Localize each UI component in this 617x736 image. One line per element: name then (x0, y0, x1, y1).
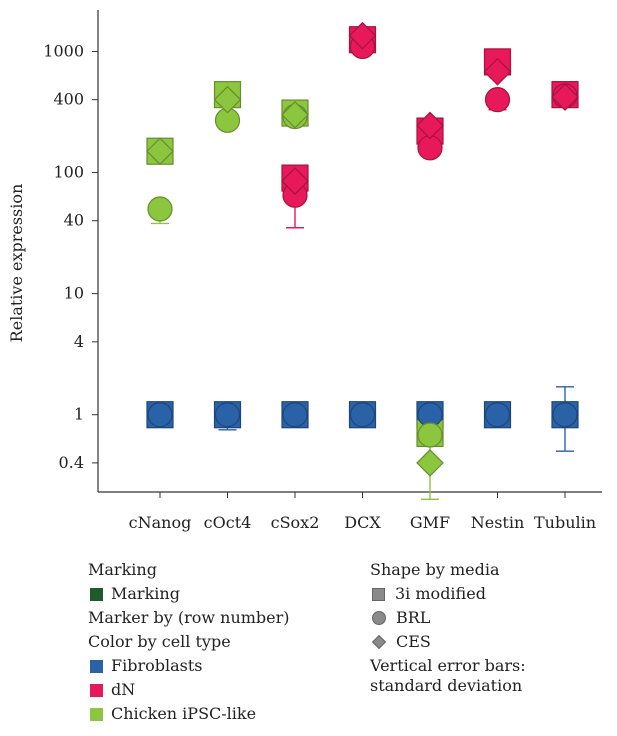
legend-color-title: Color by cell type (88, 632, 231, 651)
x-tick-label: Nestin (471, 513, 525, 532)
chicken-ipsc-like-diamond-point (281, 100, 309, 129)
chicken-ipsc-like-circle-point (147, 196, 173, 222)
chicken-ipsc-like-circle-point (417, 422, 443, 448)
dn-diamond-point (348, 21, 377, 50)
dn-diamond-point (416, 111, 444, 140)
dn-circle-point (484, 87, 511, 113)
dn-diamond-point (483, 57, 512, 86)
legend-shape-item-ces[interactable]: CES (370, 630, 526, 654)
legend-shape-item-brl[interactable]: BRL (370, 606, 526, 630)
square-shape-icon (372, 587, 385, 601)
legend-color-item-ipsc[interactable]: Chicken iPSC-like (88, 702, 290, 726)
x-tick-label: DCX (344, 513, 381, 532)
fibroblasts-circle-point (214, 402, 241, 428)
dn-diamond-point (551, 83, 579, 111)
x-tick-label: cSox2 (271, 513, 320, 532)
legend-right: Shape by media 3i modified BRL CES Verti… (370, 558, 526, 698)
legend-shape-title: Shape by media (370, 560, 500, 579)
y-tick-label: 400 (53, 90, 84, 109)
legend-error-note-1: Vertical error bars: (370, 656, 526, 675)
fibroblasts-circle-point (484, 402, 511, 428)
y-tick-label: 4 (74, 332, 84, 351)
plot-area: 1000 400 100 40 10 4 1 0.4 cNanog cOct4 cSox2 DCX GM… (43, 10, 602, 532)
y-tick-label: 40 (64, 211, 84, 230)
circle-shape-icon (372, 611, 386, 625)
fibroblasts-circle-point (282, 402, 308, 428)
y-tick-label: 100 (53, 163, 84, 182)
chicken-ipsc-like-diamond-point (146, 137, 174, 166)
x-tick-label: Tubulin (534, 513, 596, 532)
chicken-ipsc-swatch (90, 707, 103, 721)
chicken-ipsc-like-diamond-point (416, 449, 444, 477)
dn-circle-point (417, 135, 443, 161)
y-tick-label: 1 (74, 405, 84, 424)
dn-diamond-point (281, 167, 309, 195)
legend-color-item-fibroblasts[interactable]: Fibroblasts (88, 654, 290, 678)
y-tick-label: 10 (64, 284, 84, 303)
y-tick-label: 1000 (43, 41, 84, 60)
dn-swatch (90, 683, 103, 697)
legend-left: Marking Marking Marker by (row number) C… (88, 558, 290, 726)
legend-error-note-2: standard deviation (370, 676, 523, 695)
chart: 1000 400 100 40 10 4 1 0.4 cNanog cOct4 cSox2 DCX GM… (7, 10, 602, 532)
legend-shape-item-3i[interactable]: 3i modified (370, 582, 526, 606)
legend-marking-title: Marking (88, 560, 157, 579)
legend-marker-by: Marker by (row number) (88, 608, 290, 627)
legend-color-item-dn[interactable]: dN (88, 678, 290, 702)
fibroblasts-circle-point (552, 402, 578, 428)
x-tick-label: cNanog (129, 513, 192, 532)
chicken-ipsc-like-diamond-point (213, 85, 242, 114)
marking-swatch (90, 587, 103, 601)
fibroblasts-circle-point (147, 402, 173, 428)
x-tick-label: GMF (410, 513, 450, 532)
fibroblasts-circle-point (349, 402, 376, 428)
diamond-shape-icon (371, 634, 387, 650)
legend-marking-item[interactable]: Marking (88, 582, 290, 606)
y-axis-title: Relative expression (7, 184, 26, 343)
fibroblasts-swatch (90, 659, 103, 673)
x-tick-label: cOct4 (204, 513, 252, 532)
y-tick-label: 0.4 (59, 453, 84, 472)
